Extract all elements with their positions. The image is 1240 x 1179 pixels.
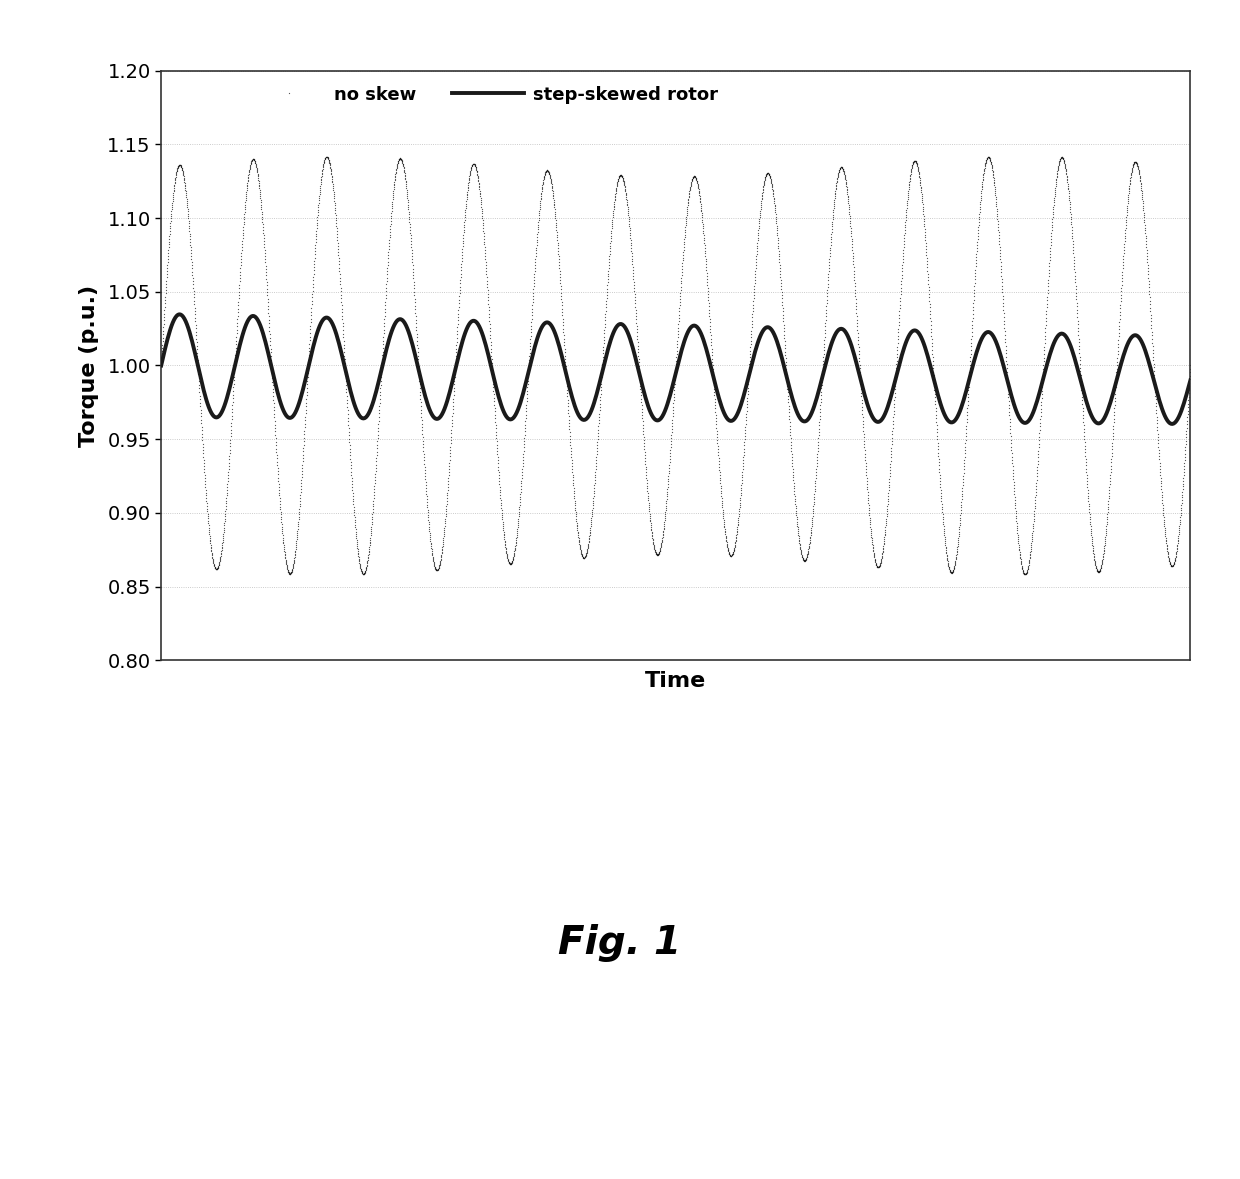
Line: no skew: no skew (160, 156, 1192, 575)
no skew (319, 150, 334, 164)
no skew (547, 203, 562, 217)
X-axis label: Time: Time (645, 671, 707, 691)
no skew (1018, 567, 1033, 581)
Text: Fig. 1: Fig. 1 (558, 924, 682, 962)
Y-axis label: Torque (p.u.): Torque (p.u.) (79, 284, 99, 447)
no skew (154, 358, 169, 373)
step-skewed rotor (1164, 417, 1179, 432)
no skew (341, 417, 356, 432)
step-skewed rotor (1183, 374, 1198, 388)
step-skewed rotor (218, 395, 233, 409)
no skew (1001, 376, 1016, 390)
step-skewed rotor (172, 308, 187, 322)
Legend: no skew, step-skewed rotor: no skew, step-skewed rotor (253, 86, 718, 104)
step-skewed rotor (154, 358, 169, 373)
step-skewed rotor (780, 373, 795, 387)
step-skewed rotor (811, 386, 826, 400)
no skew (921, 294, 936, 308)
step-skewed rotor (1042, 351, 1056, 365)
step-skewed rotor (936, 404, 951, 419)
step-skewed rotor (753, 329, 768, 343)
no skew (771, 244, 786, 258)
no skew (823, 235, 838, 249)
Line: step-skewed rotor: step-skewed rotor (161, 315, 1190, 424)
no skew (1183, 358, 1198, 373)
